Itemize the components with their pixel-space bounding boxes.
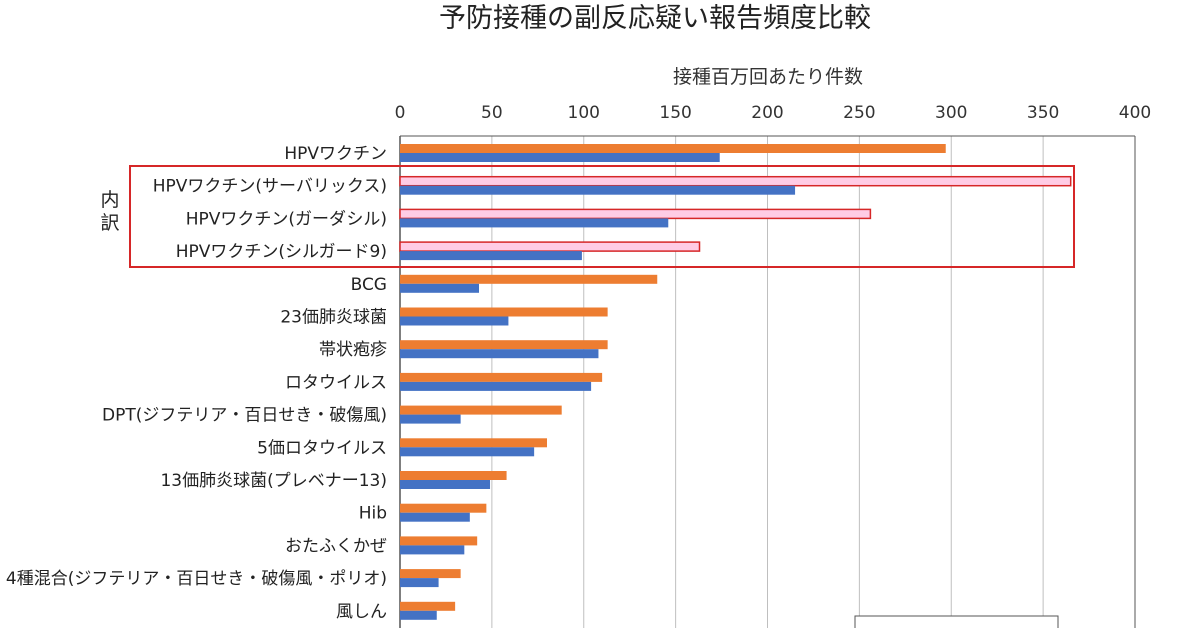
bar-series2 bbox=[400, 316, 509, 326]
x-tick-labels: 0 50 100 150 200 250 300 350 400 bbox=[395, 103, 1152, 123]
bar-series1 bbox=[400, 340, 608, 350]
bar-series1 bbox=[399, 241, 701, 252]
bar-series1 bbox=[399, 175, 1072, 187]
category-labels: HPVワクチン HPVワクチン(サーバリックス) HPVワクチン(ガーダシル) HPV… bbox=[6, 144, 387, 622]
category-label: 13価肺炎球菌(プレベナー13) bbox=[160, 471, 387, 491]
bar-series2 bbox=[400, 414, 461, 424]
category-label: ロタウイルス bbox=[285, 373, 387, 393]
legend-box bbox=[854, 615, 1059, 628]
bar-series1 bbox=[400, 307, 608, 317]
bar-series1 bbox=[400, 274, 658, 284]
breakdown-label-2: 訳 bbox=[100, 212, 119, 234]
category-label: HPVワクチン(ガーダシル) bbox=[186, 209, 387, 229]
bar-series2 bbox=[400, 218, 669, 228]
bar-series2 bbox=[400, 153, 720, 162]
bar-series1 bbox=[400, 438, 547, 448]
x-tick-label: 50 bbox=[481, 103, 503, 123]
category-label: 5価ロタウイルス bbox=[257, 438, 387, 458]
category-label: 帯状疱疹 bbox=[319, 340, 387, 360]
x-tick-label: 200 bbox=[751, 103, 783, 123]
bar-series1 bbox=[400, 405, 562, 415]
x-tick-label: 150 bbox=[659, 103, 691, 123]
category-label: 風しん bbox=[336, 602, 387, 622]
x-tick-label: 250 bbox=[843, 103, 875, 123]
category-label: HPVワクチン(サーバリックス) bbox=[153, 177, 387, 197]
bar-series2 bbox=[400, 480, 491, 489]
bar-series2 bbox=[400, 610, 437, 620]
bar-series2 bbox=[400, 512, 470, 522]
bar-series1 bbox=[400, 503, 487, 513]
bar-series1 bbox=[400, 372, 603, 382]
bar-series1 bbox=[400, 536, 478, 546]
bar-series2 bbox=[400, 283, 480, 293]
category-label: 23価肺炎球菌 bbox=[280, 308, 387, 328]
x-tick-label: 400 bbox=[1119, 103, 1151, 123]
category-label: HPVワクチン bbox=[284, 144, 387, 164]
category-label: 4種混合(ジフテリア・百日せき・破傷風・ポリオ) bbox=[6, 569, 387, 589]
bar-series2 bbox=[400, 349, 599, 359]
chart-title: 予防接種の副反応疑い報告頻度比較 bbox=[439, 3, 871, 34]
x-tick-label: 300 bbox=[935, 103, 967, 123]
bar-series2 bbox=[400, 578, 439, 588]
category-label: おたふくかぜ bbox=[285, 536, 387, 556]
category-label: Hib bbox=[359, 504, 387, 524]
bar-series2 bbox=[400, 447, 535, 457]
bar-series1 bbox=[400, 471, 507, 480]
bar-series2 bbox=[400, 381, 592, 391]
category-label: BCG bbox=[351, 275, 387, 295]
breakdown-label-1: 内 bbox=[100, 189, 119, 211]
x-tick-label: 0 bbox=[395, 103, 406, 123]
x-tick-label: 100 bbox=[568, 103, 600, 123]
bar-series1 bbox=[400, 601, 456, 611]
bar-series2 bbox=[400, 545, 465, 555]
bar-series1 bbox=[399, 208, 872, 220]
x-axis-label: 接種百万回あたり件数 bbox=[673, 66, 863, 88]
category-label: DPT(ジフテリア・百日せき・破傷風) bbox=[102, 406, 387, 426]
category-label: HPVワクチン(シルガード9) bbox=[176, 242, 387, 262]
breakdown-box bbox=[129, 165, 1075, 268]
bar-series2 bbox=[400, 251, 582, 261]
bar-series1 bbox=[400, 144, 946, 153]
bar-series2 bbox=[400, 185, 796, 195]
bars bbox=[399, 144, 1072, 620]
x-tick-label: 350 bbox=[1027, 103, 1059, 123]
bar-series1 bbox=[400, 569, 461, 579]
